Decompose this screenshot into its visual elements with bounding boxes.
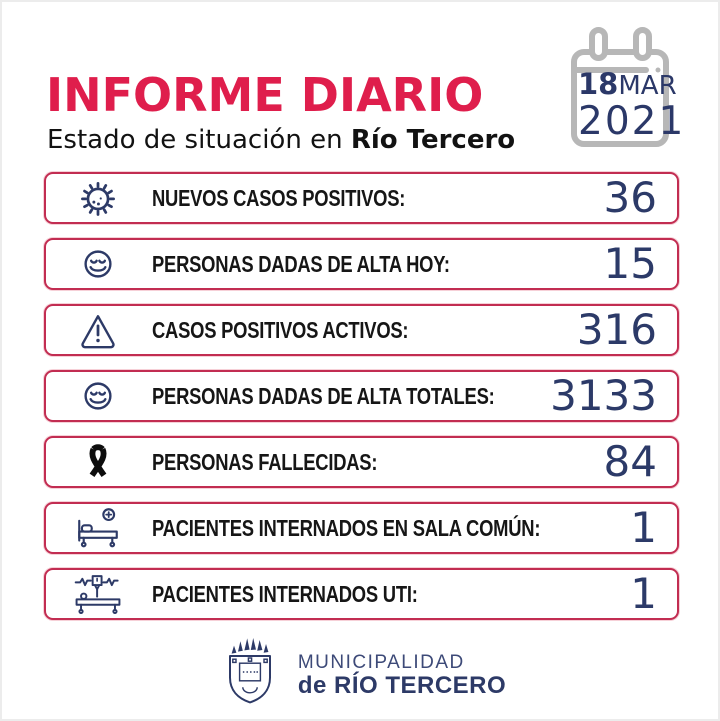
stats-list: NUEVOS CASOS POSITIVOS: 36 PERSONAS DADA… [44,172,679,634]
subtitle-city: Río Tercero [350,125,516,155]
smiley-icon [72,374,124,418]
stat-row-icu-patients: PACIENTES INTERNADOS UTI: 1 [44,568,679,620]
mourning-ribbon-icon [72,440,124,484]
municipality-line1: MUNICIPALIDAD [297,652,465,674]
stat-label: PACIENTES INTERNADOS EN SALA COMÚN: [152,514,541,541]
hospital-bed-icon [72,506,124,550]
stat-row-recovered-total: PERSONAS DADAS DE ALTA TOTALES: 3133 [44,370,679,422]
stat-value: 36 [603,173,657,222]
warning-icon [72,308,124,352]
icu-bed-icon [72,572,124,616]
stat-row-new-cases: NUEVOS CASOS POSITIVOS: 36 [44,172,679,224]
footer: MUNICIPALIDAD de RÍO TERCERO [2,636,718,716]
calendar-year: 2021 [578,99,686,144]
subtitle-prefix: Estado de situación en [47,125,351,155]
stat-row-recovered-today: PERSONAS DADAS DE ALTA HOY: 15 [44,238,679,290]
stat-label: PERSONAS FALLECIDAS: [152,448,378,475]
page-title: INFORME DIARIO [46,68,484,122]
municipality-line2: de RÍO TERCERO [297,672,507,700]
stat-label: CASOS POSITIVOS ACTIVOS: [152,316,409,343]
stat-label: PERSONAS DADAS DE ALTA TOTALES: [152,382,495,409]
stat-value: 3133 [550,371,657,420]
page-subtitle: Estado de situación en Río Tercero [47,126,515,155]
calendar-day: 18 [578,67,619,101]
stat-value: 84 [603,437,657,486]
stat-value: 1 [630,569,657,618]
date-calendar: 18 MAR 2021 [558,22,684,162]
virus-icon [72,176,124,220]
stat-label: NUEVOS CASOS POSITIVOS: [152,184,406,211]
municipality-name: MUNICIPALIDAD de RÍO TERCERO [297,652,507,700]
stat-value: 15 [603,239,657,288]
stat-value: 1 [630,503,657,552]
stat-row-deceased: PERSONAS FALLECIDAS: 84 [44,436,679,488]
stat-row-ward-patients: PACIENTES INTERNADOS EN SALA COMÚN: 1 [44,502,679,554]
smiley-icon [72,242,124,286]
stat-label: PACIENTES INTERNADOS UTI: [152,580,418,607]
calendar-date: 18 MAR 2021 [578,67,686,144]
stat-label: PERSONAS DADAS DE ALTA HOY: [152,250,450,277]
calendar-month: MAR [618,71,677,101]
stat-value: 316 [576,305,657,354]
stat-row-active-cases: CASOS POSITIVOS ACTIVOS: 316 [44,304,679,356]
municipal-crest-icon [214,635,286,718]
